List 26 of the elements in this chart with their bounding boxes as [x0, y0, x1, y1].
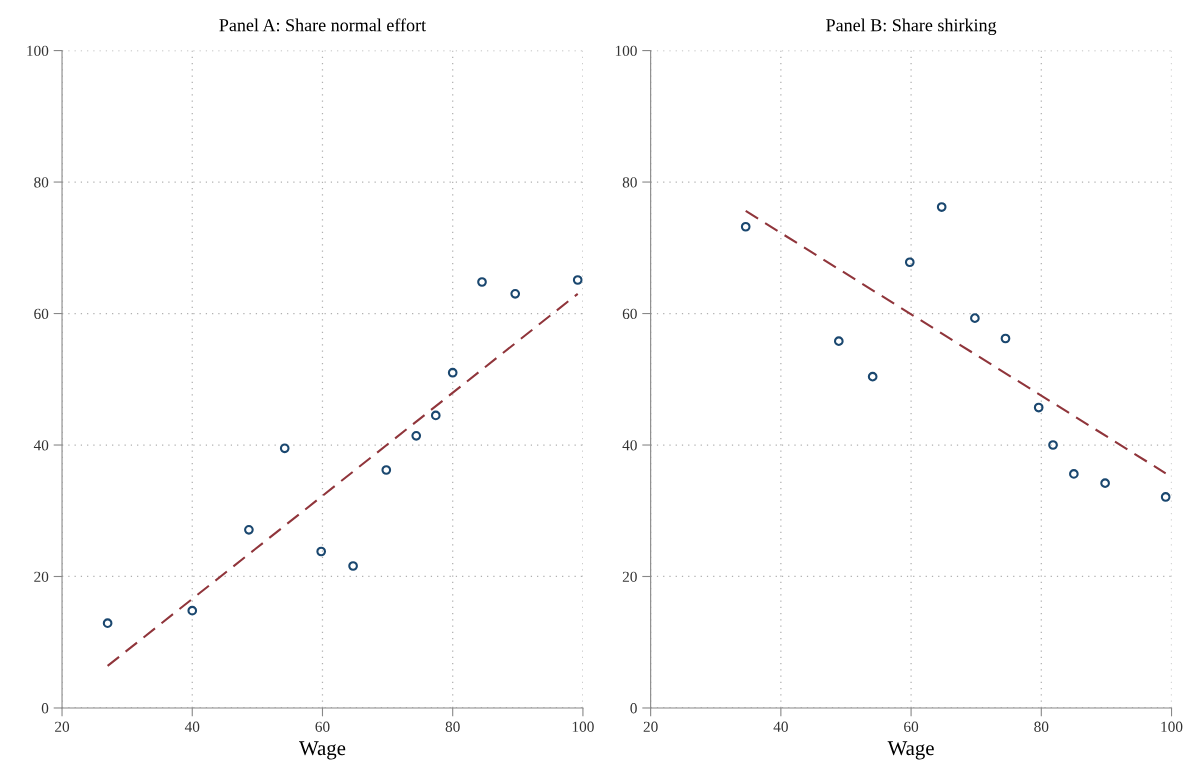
y-tick-label: 60: [34, 308, 49, 319]
x-axis-title: Wage: [299, 741, 346, 760]
y-tick-label: 40: [622, 440, 637, 451]
x-tick-label: 100: [1161, 721, 1183, 732]
x-tick-label: 20: [643, 721, 658, 732]
y-tick-label: 20: [622, 571, 637, 582]
chart-title: Panel A: Share normal effort: [219, 18, 427, 32]
x-tick-label: 40: [773, 721, 788, 732]
x-tick-label: 60: [904, 721, 919, 732]
y-tick-label: 0: [41, 703, 49, 714]
y-tick-label: 100: [27, 45, 49, 57]
x-tick-label: 20: [55, 721, 70, 732]
y-tick-label: 20: [34, 571, 49, 582]
x-tick-label: 80: [1034, 721, 1049, 732]
x-tick-label: 40: [184, 721, 200, 732]
y-tick-label: 80: [34, 177, 49, 188]
y-tick-label: 40: [33, 440, 49, 451]
x-axis-title: Wage: [887, 741, 934, 760]
y-tick-label: 0: [630, 703, 637, 714]
x-tick-label: 80: [445, 721, 460, 732]
x-tick-label: 100: [572, 721, 594, 732]
y-tick-label: 80: [622, 177, 637, 188]
y-tick-label: 60: [622, 308, 637, 319]
x-tick-label: 60: [315, 721, 330, 732]
chart-title: Panel B: Share shirking: [826, 18, 997, 36]
y-tick-label: 100: [615, 45, 637, 57]
